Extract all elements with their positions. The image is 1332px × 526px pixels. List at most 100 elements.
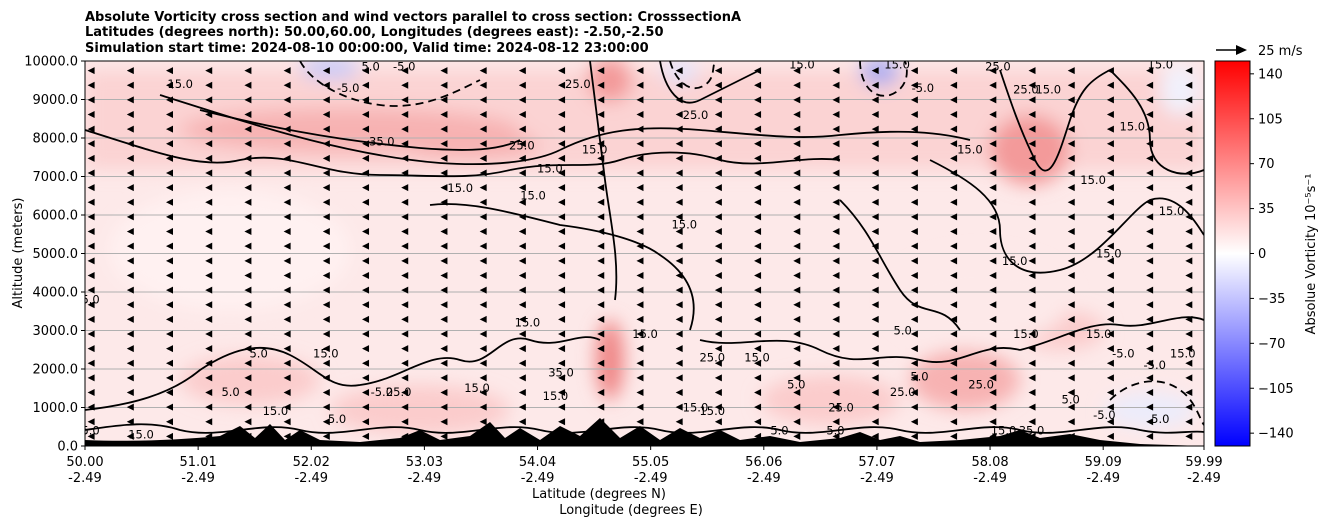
wind-vector-182 — [362, 432, 370, 440]
wind-vector-115 — [244, 271, 252, 279]
wind-vector-653 — [1067, 388, 1075, 396]
wind-vector-198 — [362, 198, 370, 206]
wind-vector-447 — [754, 359, 762, 367]
wind-vector-433 — [714, 184, 722, 192]
wind-vector-55 — [166, 388, 174, 396]
wind-vector-420 — [714, 374, 722, 382]
wind-vector-602 — [989, 374, 997, 382]
wind-vector-247 — [440, 242, 448, 250]
x-tick-label-lon-0: -2.49 — [68, 471, 102, 486]
wind-vector-557 — [910, 271, 918, 279]
wind-vector-280 — [479, 140, 487, 148]
wind-vector-675 — [1067, 67, 1075, 75]
wind-vector-313 — [558, 418, 566, 426]
wind-vector-660 — [1067, 286, 1075, 294]
wind-vector-14 — [87, 228, 95, 236]
wind-vector-152 — [283, 111, 291, 119]
wind-vector-539 — [871, 154, 879, 162]
wind-vector-165 — [322, 301, 330, 309]
wind-vector-641 — [1028, 184, 1036, 192]
contour-low-left — [85, 346, 361, 411]
wind-vector-118 — [244, 228, 252, 236]
wind-vector-11 — [87, 271, 95, 279]
wind-vector-293 — [518, 330, 526, 338]
y-tick-label-1: 1000.0 — [33, 401, 79, 416]
contour-top-right-b — [1109, 69, 1204, 175]
wind-vector-232 — [401, 81, 409, 89]
wind-vector-257 — [440, 96, 448, 104]
wind-vector-319 — [558, 330, 566, 338]
wind-vector-561 — [910, 213, 918, 221]
wind-vector-734 — [1185, 345, 1193, 353]
contour-label-13: 15.0 — [789, 58, 815, 72]
wind-vector-537 — [871, 184, 879, 192]
wind-vector-374 — [636, 286, 644, 294]
wind-vector-634 — [1028, 286, 1036, 294]
wind-vector-267 — [479, 330, 487, 338]
wind-vector-355 — [597, 184, 605, 192]
wind-vector-204 — [362, 111, 370, 119]
x-tick-label-lat-0: 50.00 — [66, 455, 103, 470]
x-tick-label-lat-4: 54.04 — [519, 455, 556, 470]
wind-vector-547 — [910, 418, 918, 426]
wind-vector-431 — [714, 213, 722, 221]
wind-vector-1 — [87, 418, 95, 426]
contour-ground — [85, 423, 541, 434]
wind-vector-124 — [244, 140, 252, 148]
wind-vector-615 — [989, 184, 997, 192]
field-blob-mid-1 — [910, 350, 1020, 410]
contour-label-54: 5.0 — [81, 423, 99, 437]
wind-vector-527 — [871, 330, 879, 338]
wind-vector-645 — [1028, 125, 1036, 133]
wind-vector-744 — [1185, 198, 1193, 206]
wind-vector-262 — [479, 403, 487, 411]
wind-vector-656 — [1067, 345, 1075, 353]
contour-label-21: 15.0 — [1120, 119, 1146, 133]
wind-vector-532 — [871, 257, 879, 265]
wind-vector-140 — [283, 286, 291, 294]
wind-vector-298 — [518, 257, 526, 265]
wind-vector-28 — [126, 403, 134, 411]
contour-label-5: 25.0 — [509, 139, 535, 153]
wind-vector-443 — [754, 418, 762, 426]
wind-vector-133 — [283, 388, 291, 396]
wind-vector-448 — [754, 345, 762, 353]
wind-vector-739 — [1185, 271, 1193, 279]
wind-vector-726 — [1146, 81, 1154, 89]
wind-vector-651 — [1067, 418, 1075, 426]
contour-right-15 — [929, 159, 1204, 274]
wind-vector-530 — [871, 286, 879, 294]
wind-vector-605 — [989, 330, 997, 338]
wind-vector-325 — [558, 242, 566, 250]
wind-vector-454 — [754, 257, 762, 265]
wind-vector-570 — [910, 81, 918, 89]
wind-vector-642 — [1028, 169, 1036, 177]
wind-vector-22 — [87, 111, 95, 119]
wind-vector-349 — [597, 271, 605, 279]
wind-vector-500 — [832, 345, 840, 353]
wind-vector-373 — [636, 301, 644, 309]
wind-vector-96 — [205, 169, 213, 177]
wind-vector-126 — [244, 111, 252, 119]
wind-vector-470 — [793, 403, 801, 411]
contour-low-mid — [359, 336, 601, 386]
wind-vector-463 — [754, 125, 762, 133]
wind-vector-587 — [950, 213, 958, 221]
wind-vector-505 — [832, 271, 840, 279]
wind-vector-639 — [1028, 213, 1036, 221]
wind-vector-186 — [362, 374, 370, 382]
contour-label-58: 15.0 — [699, 404, 725, 418]
wind-vector-136 — [283, 345, 291, 353]
wind-vector-80 — [205, 403, 213, 411]
wind-vector-185 — [362, 388, 370, 396]
wind-vector-430 — [714, 228, 722, 236]
wind-vector-306 — [518, 140, 526, 148]
wind-vector-353 — [597, 213, 605, 221]
wind-vector-137 — [283, 330, 291, 338]
contour-label-50: 5.0 — [1151, 412, 1169, 426]
wind-vector-225 — [401, 184, 409, 192]
wind-vector-508 — [832, 228, 840, 236]
wind-vector-30 — [126, 374, 134, 382]
wind-vector-62 — [166, 286, 174, 294]
wind-vector-122 — [244, 169, 252, 177]
